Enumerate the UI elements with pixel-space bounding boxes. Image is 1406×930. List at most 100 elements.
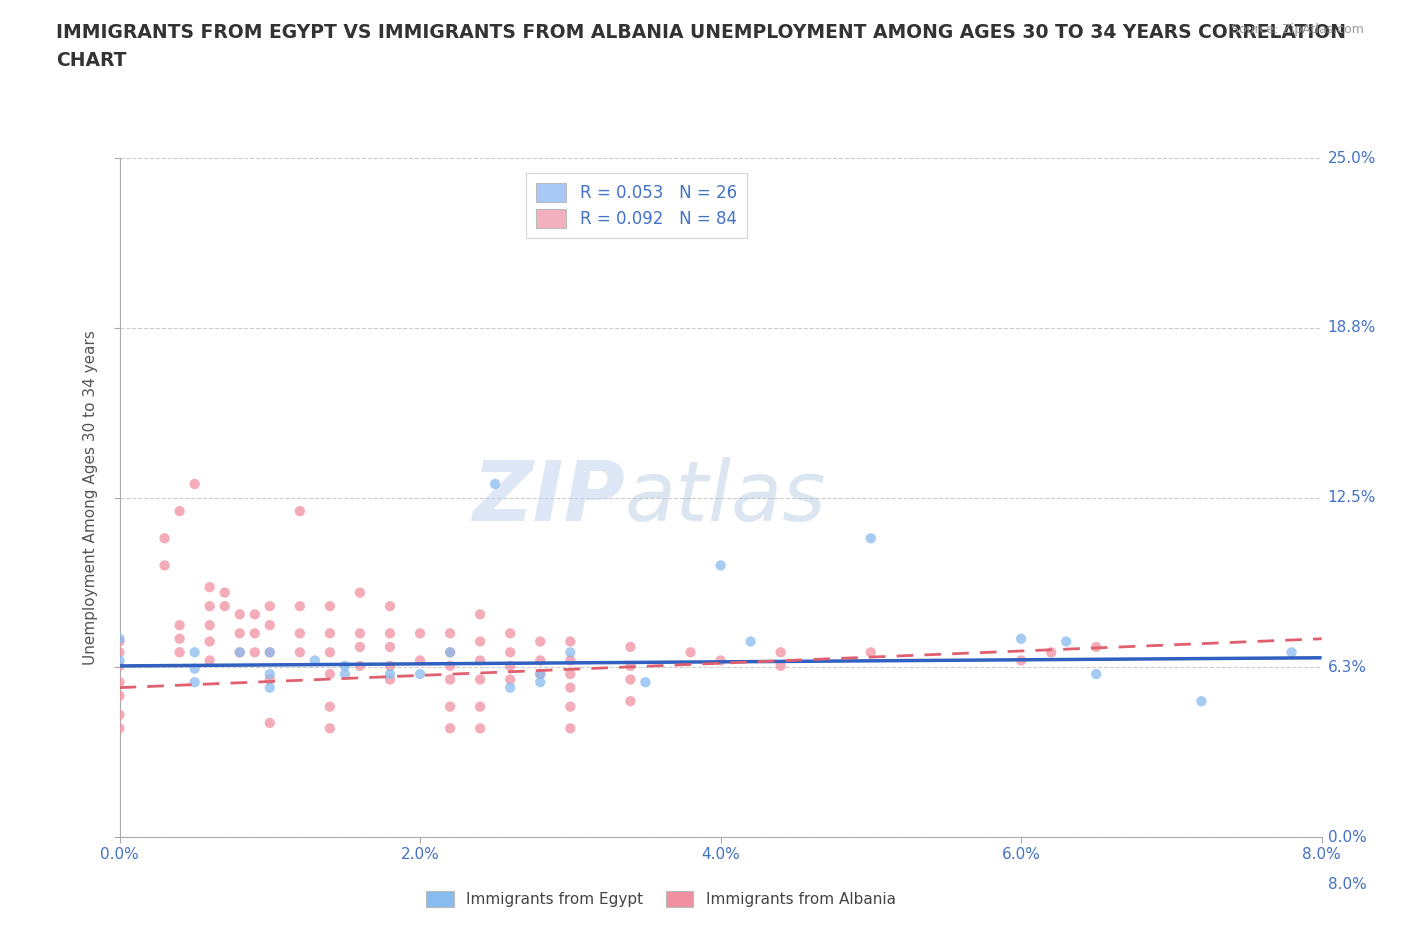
Point xyxy=(468,721,492,736)
Point xyxy=(108,653,131,668)
Point xyxy=(439,644,461,659)
Point xyxy=(259,644,281,659)
Point xyxy=(259,667,281,682)
Point xyxy=(499,626,522,641)
Point xyxy=(378,626,401,641)
Point xyxy=(560,634,582,649)
Point xyxy=(169,631,191,646)
Text: Source: ZipAtlas.com: Source: ZipAtlas.com xyxy=(1230,23,1364,36)
Point xyxy=(1040,644,1063,659)
Y-axis label: Unemployment Among Ages 30 to 34 years: Unemployment Among Ages 30 to 34 years xyxy=(83,330,98,665)
Point xyxy=(259,680,281,695)
Point xyxy=(619,658,641,673)
Point xyxy=(409,667,432,682)
Point xyxy=(439,672,461,687)
Text: 18.8%: 18.8% xyxy=(1327,320,1376,336)
Point xyxy=(259,599,281,614)
Text: ZIP: ZIP xyxy=(472,457,624,538)
Point xyxy=(468,607,492,622)
Point xyxy=(198,579,221,594)
Point xyxy=(378,672,401,687)
Point xyxy=(108,634,131,649)
Point xyxy=(439,699,461,714)
Point xyxy=(228,644,252,659)
Point xyxy=(439,626,461,641)
Point xyxy=(529,634,551,649)
Point xyxy=(349,585,371,600)
Point xyxy=(560,680,582,695)
Point xyxy=(243,626,266,641)
Text: atlas: atlas xyxy=(624,457,827,538)
Point xyxy=(198,653,221,668)
Point xyxy=(1054,634,1077,649)
Point xyxy=(288,644,311,659)
Point xyxy=(228,626,252,641)
Point xyxy=(769,658,792,673)
Point xyxy=(319,721,342,736)
Text: 12.5%: 12.5% xyxy=(1327,490,1376,505)
Point xyxy=(108,658,131,673)
Point xyxy=(709,653,731,668)
Point xyxy=(214,599,236,614)
Text: 25.0%: 25.0% xyxy=(1327,151,1376,166)
Point xyxy=(560,667,582,682)
Point xyxy=(198,618,221,632)
Text: 8.0%: 8.0% xyxy=(1327,877,1367,892)
Point xyxy=(619,640,641,655)
Point xyxy=(169,644,191,659)
Point xyxy=(243,644,266,659)
Point xyxy=(560,721,582,736)
Legend: R = 0.053   N = 26, R = 0.092   N = 84: R = 0.053 N = 26, R = 0.092 N = 84 xyxy=(526,173,747,238)
Point xyxy=(769,644,792,659)
Point xyxy=(709,558,731,573)
Point xyxy=(499,644,522,659)
Point xyxy=(333,667,356,682)
Point xyxy=(183,644,205,659)
Point xyxy=(243,607,266,622)
Text: 6.3%: 6.3% xyxy=(1327,659,1367,675)
Point xyxy=(378,599,401,614)
Point xyxy=(183,675,205,690)
Point xyxy=(259,644,281,659)
Text: CHART: CHART xyxy=(56,51,127,70)
Point xyxy=(319,667,342,682)
Point xyxy=(108,631,131,646)
Point xyxy=(679,644,702,659)
Point xyxy=(259,618,281,632)
Point xyxy=(529,675,551,690)
Point xyxy=(468,653,492,668)
Point xyxy=(409,653,432,668)
Point xyxy=(859,644,882,659)
Point xyxy=(499,658,522,673)
Point xyxy=(560,644,582,659)
Point xyxy=(288,599,311,614)
Point xyxy=(319,699,342,714)
Point xyxy=(214,585,236,600)
Point xyxy=(468,699,492,714)
Point xyxy=(259,672,281,687)
Point xyxy=(378,640,401,655)
Point xyxy=(288,626,311,641)
Point xyxy=(108,708,131,723)
Point xyxy=(468,672,492,687)
Point xyxy=(619,672,641,687)
Point xyxy=(183,661,205,676)
Point xyxy=(560,653,582,668)
Point xyxy=(349,658,371,673)
Point xyxy=(1085,667,1108,682)
Text: IMMIGRANTS FROM EGYPT VS IMMIGRANTS FROM ALBANIA UNEMPLOYMENT AMONG AGES 30 TO 3: IMMIGRANTS FROM EGYPT VS IMMIGRANTS FROM… xyxy=(56,23,1346,42)
Point xyxy=(560,699,582,714)
Point xyxy=(634,675,657,690)
Point xyxy=(529,653,551,668)
Point xyxy=(228,607,252,622)
Point xyxy=(319,644,342,659)
Point xyxy=(439,721,461,736)
Point xyxy=(259,715,281,730)
Legend: Immigrants from Egypt, Immigrants from Albania: Immigrants from Egypt, Immigrants from A… xyxy=(420,884,901,913)
Point xyxy=(228,644,252,659)
Point xyxy=(439,644,461,659)
Point xyxy=(319,626,342,641)
Point xyxy=(108,644,131,659)
Point xyxy=(1010,653,1032,668)
Point xyxy=(198,634,221,649)
